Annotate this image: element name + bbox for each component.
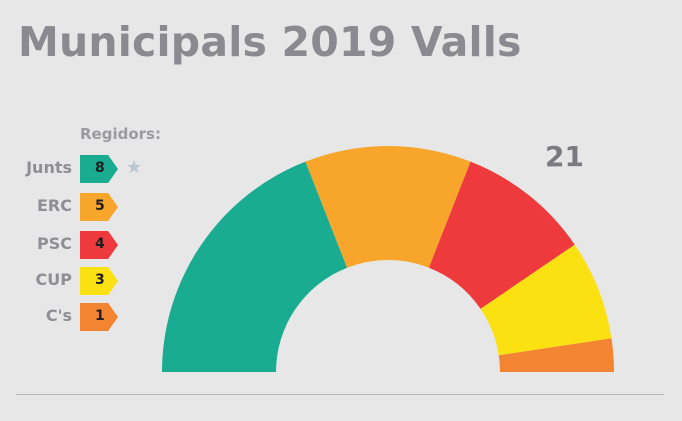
legend-item-cup: CUP 3 [0, 266, 170, 296]
seat-count-cs: 1 [95, 308, 105, 324]
party-name-cup: CUP [35, 270, 72, 289]
star-icon: ★ [126, 157, 143, 178]
legend-heading: Regidors: [80, 125, 161, 143]
chart-title: Municipals 2019 Valls [18, 18, 522, 66]
hemicycle-segment-cs [498, 338, 614, 372]
hemicycle-segment-erc [305, 145, 471, 268]
hemicycle-segment-junts [162, 161, 348, 372]
legend-item-cs: C's 1 [0, 302, 170, 332]
party-name-erc: ERC [37, 196, 72, 215]
seat-count-psc: 4 [95, 236, 105, 252]
seat-count-cup: 3 [95, 272, 105, 288]
party-name-junts: Junts [26, 158, 72, 177]
legend-item-junts: Junts 8 ★ [0, 154, 170, 184]
hemicycle-segment-psc [428, 161, 575, 309]
party-name-cs: C's [45, 306, 72, 325]
total-seats-label: 21 [545, 140, 584, 173]
hemicycle-segment-cup [480, 244, 612, 356]
party-name-psc: PSC [37, 234, 72, 253]
legend-item-psc: PSC 4 [0, 230, 170, 260]
divider [16, 394, 664, 395]
legend-item-erc: ERC 5 [0, 192, 170, 222]
seat-count-junts: 8 [95, 160, 105, 176]
seat-count-erc: 5 [95, 198, 105, 214]
